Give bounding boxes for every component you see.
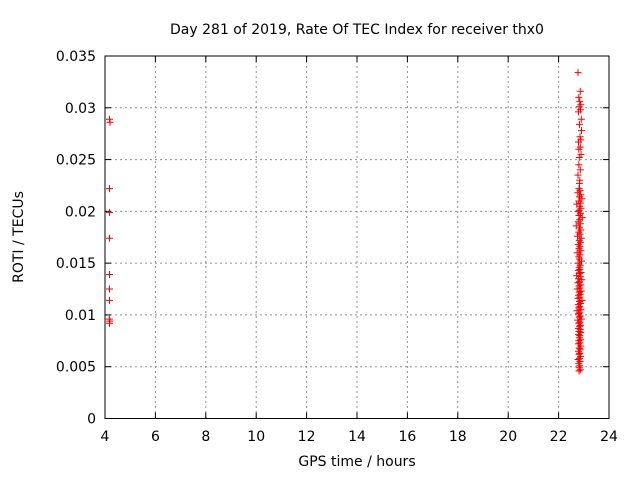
y-axis-label: ROTI / TECUs bbox=[11, 191, 27, 283]
plot-frame bbox=[104, 55, 610, 419]
y-tick-label: 0.03 bbox=[65, 101, 96, 117]
y-tick-label: 0.01 bbox=[65, 308, 96, 324]
y-tick-labels: 0 0.005 0.01 0.015 0.02 0.025 0.03 0.035 bbox=[56, 49, 96, 428]
x-tick-label: 16 bbox=[398, 429, 416, 445]
x-tick-label: 20 bbox=[499, 429, 517, 445]
x-tick-label: 6 bbox=[151, 429, 160, 445]
x-tick-label: 10 bbox=[247, 429, 265, 445]
data-points bbox=[105, 69, 586, 375]
y-tick-label: 0.015 bbox=[56, 256, 96, 272]
x-tick-label: 8 bbox=[201, 429, 210, 445]
chart-title: Day 281 of 2019, Rate Of TEC Index for r… bbox=[170, 22, 544, 38]
y-tick-label: 0.035 bbox=[56, 49, 96, 65]
x-axis-label: GPS time / hours bbox=[298, 454, 415, 470]
y-tick-label: 0.005 bbox=[56, 360, 96, 376]
x-tick-label: 14 bbox=[348, 429, 366, 445]
gridlines bbox=[104, 55, 610, 419]
x-tick-label: 4 bbox=[101, 429, 110, 445]
y-tick-label: 0.025 bbox=[56, 153, 96, 169]
x-tick-label: 18 bbox=[449, 429, 467, 445]
x-tick-labels: 4 6 8 10 12 14 16 18 20 22 24 bbox=[101, 429, 618, 445]
x-tick-label: 24 bbox=[600, 429, 618, 445]
scatter-plus-markers bbox=[105, 69, 586, 375]
x-tick-label: 22 bbox=[550, 429, 568, 445]
y-tick-label: 0.02 bbox=[65, 204, 96, 220]
y-tick-label: 0 bbox=[87, 412, 96, 428]
x-tick-label: 12 bbox=[298, 429, 316, 445]
